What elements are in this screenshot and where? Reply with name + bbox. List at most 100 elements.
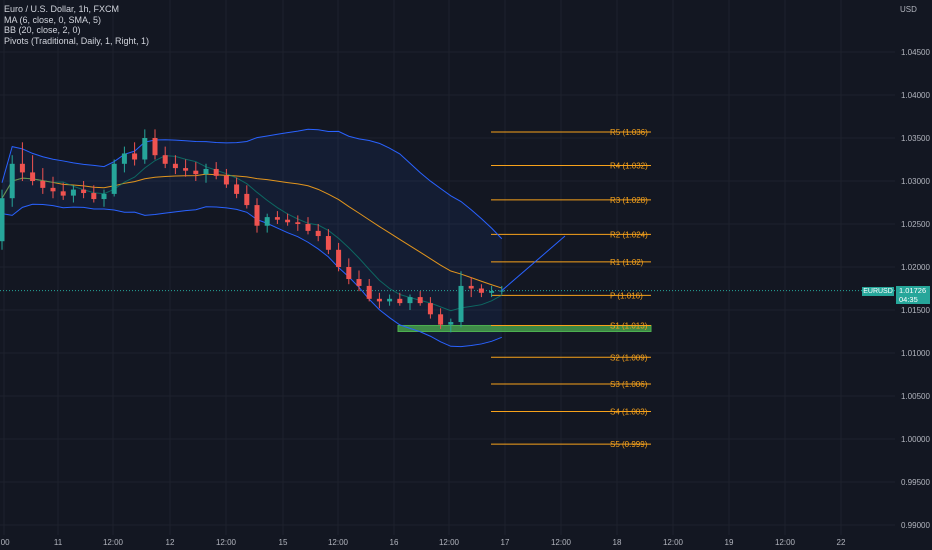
candle-body bbox=[438, 314, 444, 325]
price-tick-label: 0.99000 bbox=[901, 521, 930, 530]
candle-body bbox=[295, 222, 301, 224]
candle-body bbox=[203, 168, 209, 175]
candle-body bbox=[448, 322, 454, 325]
pivot-label: R3 (1.028) bbox=[610, 196, 648, 205]
time-tick-label: 22 bbox=[837, 538, 846, 547]
candle-body bbox=[305, 224, 311, 231]
projection-line bbox=[501, 235, 566, 291]
price-tick-label: 1.00000 bbox=[901, 435, 930, 444]
bar-countdown: 04:35 bbox=[899, 295, 918, 304]
candle-body bbox=[468, 285, 474, 289]
forecast-path bbox=[501, 235, 566, 291]
time-tick-label: 17 bbox=[501, 538, 510, 547]
time-tick-label: 19 bbox=[725, 538, 734, 547]
chart-legend: Euro / U.S. Dollar, 1h, FXCM MA (6, clos… bbox=[4, 4, 149, 46]
candle-body bbox=[274, 217, 280, 220]
time-tick-label: :00 bbox=[0, 538, 10, 547]
pivot-label: S4 (1.003) bbox=[610, 407, 648, 416]
time-tick-label: 12:00 bbox=[663, 538, 684, 547]
candle-body bbox=[223, 175, 229, 185]
price-tick-label: 1.03500 bbox=[901, 134, 930, 143]
price-axis: 1.04500 1.04000 1.03500 1.03000 1.02500 1.020… bbox=[901, 48, 930, 530]
candle-body bbox=[101, 193, 107, 200]
symbol-tag: EURUSD bbox=[862, 287, 894, 296]
candle-body bbox=[264, 217, 270, 226]
candle-body bbox=[30, 172, 36, 181]
candle-body bbox=[19, 163, 25, 173]
bollinger-band-fill bbox=[2, 129, 502, 347]
pivot-label: R5 (1.036) bbox=[610, 128, 648, 137]
candle-body bbox=[356, 279, 362, 286]
pivot-levels: R5 (1.036) R4 (1.032) R3 (1.028) R2 (1.024)… bbox=[491, 128, 651, 449]
candle-body bbox=[325, 236, 331, 250]
candle-body bbox=[478, 288, 484, 293]
candle-body bbox=[142, 138, 148, 160]
candle-body bbox=[376, 298, 382, 302]
candle-body bbox=[427, 303, 433, 315]
time-tick-label: 12:00 bbox=[103, 538, 124, 547]
candle-body bbox=[285, 219, 291, 223]
candle-body bbox=[91, 193, 97, 200]
time-tick-label: 16 bbox=[390, 538, 399, 547]
bb-lower-line bbox=[1, 203, 502, 348]
price-tick-label: 0.99500 bbox=[901, 478, 930, 487]
candle-body bbox=[9, 163, 15, 199]
candle-body bbox=[458, 285, 464, 323]
pivot-label: S1 (1.013) bbox=[610, 321, 648, 330]
currency-label: USD bbox=[900, 5, 917, 14]
legend-bb: BB (20, close, 2, 0) bbox=[4, 25, 81, 35]
candle-body bbox=[213, 168, 219, 176]
candle-body bbox=[234, 184, 240, 194]
candle-body bbox=[254, 205, 260, 226]
price-tick-label: 1.02500 bbox=[901, 220, 930, 229]
legend-pivots: Pivots (Traditional, Daily, 1, Right, 1) bbox=[4, 35, 150, 46]
pivot-label: S2 (1.009) bbox=[610, 353, 648, 362]
candle-body bbox=[172, 163, 178, 169]
candle-body bbox=[407, 297, 413, 304]
bb-basis-line bbox=[1, 173, 502, 289]
price-tick-label: 1.04000 bbox=[901, 91, 930, 100]
time-tick-label: 12 bbox=[166, 538, 175, 547]
time-tick-label: 12:00 bbox=[775, 538, 796, 547]
price-tick-label: 1.00500 bbox=[901, 392, 930, 401]
candle-body bbox=[346, 267, 352, 280]
pivot-label: R4 (1.032) bbox=[610, 162, 648, 171]
price-tick-label: 1.03000 bbox=[901, 177, 930, 186]
candle-body bbox=[489, 291, 495, 293]
candle-body bbox=[60, 191, 66, 196]
time-tick-label: 15 bbox=[279, 538, 288, 547]
legend-ma: MA (6, close, 0, SMA, 5) bbox=[4, 14, 102, 25]
candle-body bbox=[0, 198, 5, 242]
candle-body bbox=[81, 189, 87, 194]
candlesticks bbox=[0, 129, 505, 333]
bb-upper-line bbox=[1, 128, 503, 240]
candle-body bbox=[417, 297, 423, 304]
candle-body bbox=[111, 163, 117, 194]
price-tick-label: 1.01000 bbox=[901, 349, 930, 358]
pivot-label: S3 (1.006) bbox=[610, 380, 648, 389]
time-tick-label: 12:00 bbox=[328, 538, 349, 547]
time-tick-label: 12:00 bbox=[551, 538, 572, 547]
price-tick-label: 1.01500 bbox=[901, 306, 930, 315]
pivot-label: R2 (1.024) bbox=[610, 230, 648, 239]
candle-body bbox=[50, 187, 56, 192]
legend-title: Euro / U.S. Dollar, 1h, FXCM bbox=[4, 4, 120, 14]
time-tick-label: 18 bbox=[613, 538, 622, 547]
candle-body bbox=[397, 298, 403, 304]
candle-body bbox=[121, 153, 127, 164]
candle-body bbox=[183, 168, 189, 171]
candle-body bbox=[244, 193, 250, 206]
candle-body bbox=[70, 189, 76, 196]
bb-area bbox=[2, 129, 502, 347]
pivot-label: R1 (1.02) bbox=[610, 258, 644, 267]
chart-grid bbox=[0, 0, 895, 535]
pivot-label: P (1.016) bbox=[610, 291, 643, 300]
price-tick-label: 1.02000 bbox=[901, 263, 930, 272]
candle-body bbox=[193, 170, 199, 175]
candle-body bbox=[499, 290, 505, 292]
last-price-value: 1.01726 bbox=[899, 286, 927, 295]
candle-body bbox=[162, 155, 168, 164]
pivot-label: S5 (0.999) bbox=[610, 440, 648, 449]
candle-body bbox=[315, 230, 321, 237]
